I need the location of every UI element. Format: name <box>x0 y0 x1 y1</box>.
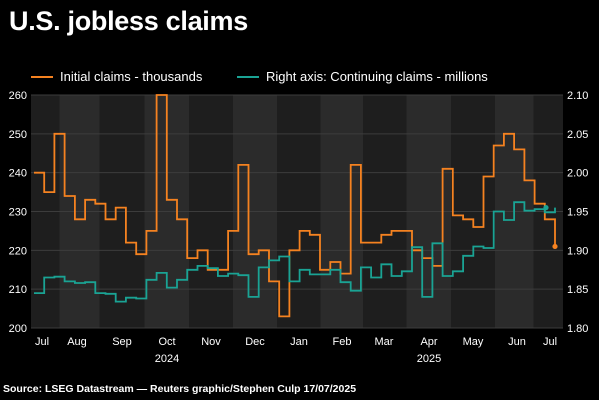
x-year-label: 2025 <box>417 353 441 365</box>
left-tick-label: 220 <box>9 245 27 257</box>
left-tick-label: 210 <box>9 284 27 296</box>
x-tick-label: Oct <box>158 336 175 348</box>
x-tick-label: Feb <box>333 336 352 348</box>
right-tick-label: 1.90 <box>567 245 588 257</box>
right-tick-label: 1.95 <box>567 207 588 219</box>
end-point-marker <box>543 205 549 211</box>
continuing-claims-line <box>34 201 556 303</box>
right-tick-label: 2.00 <box>567 168 588 180</box>
x-tick-label: Jul <box>35 336 49 348</box>
chart-title: U.S. jobless claims <box>9 6 248 36</box>
left-tick-label: 260 <box>9 90 27 102</box>
left-tick-label: 230 <box>9 207 27 219</box>
legend-label: Right axis: Continuing claims - millions <box>266 69 488 84</box>
x-tick-label: Jun <box>508 336 526 348</box>
end-point-marker <box>552 243 558 250</box>
right-tick-label: 1.80 <box>567 323 588 335</box>
legend-label: Initial claims - thousands <box>60 69 203 84</box>
x-tick-label: Mar <box>375 336 394 348</box>
left-tick-label: 240 <box>9 168 27 180</box>
left-tick-label: 250 <box>9 129 27 141</box>
x-tick-label: Jul <box>543 336 557 348</box>
right-tick-label: 2.10 <box>567 90 588 102</box>
initial-claims-line <box>34 94 556 318</box>
source-note: Source: LSEG Datastream — Reuters graphi… <box>3 383 357 395</box>
x-tick-label: Apr <box>420 336 437 348</box>
right-tick-label: 1.85 <box>567 284 588 296</box>
x-tick-label: Aug <box>67 336 87 348</box>
x-tick-label: Dec <box>245 336 265 348</box>
x-tick-label: Sep <box>112 336 132 348</box>
right-tick-label: 2.05 <box>567 129 588 141</box>
x-year-label: 2024 <box>155 353 179 365</box>
x-tick-label: May <box>463 336 484 348</box>
left-tick-label: 200 <box>9 323 27 335</box>
x-tick-label: Nov <box>201 336 221 348</box>
x-tick-label: Jan <box>290 336 308 348</box>
